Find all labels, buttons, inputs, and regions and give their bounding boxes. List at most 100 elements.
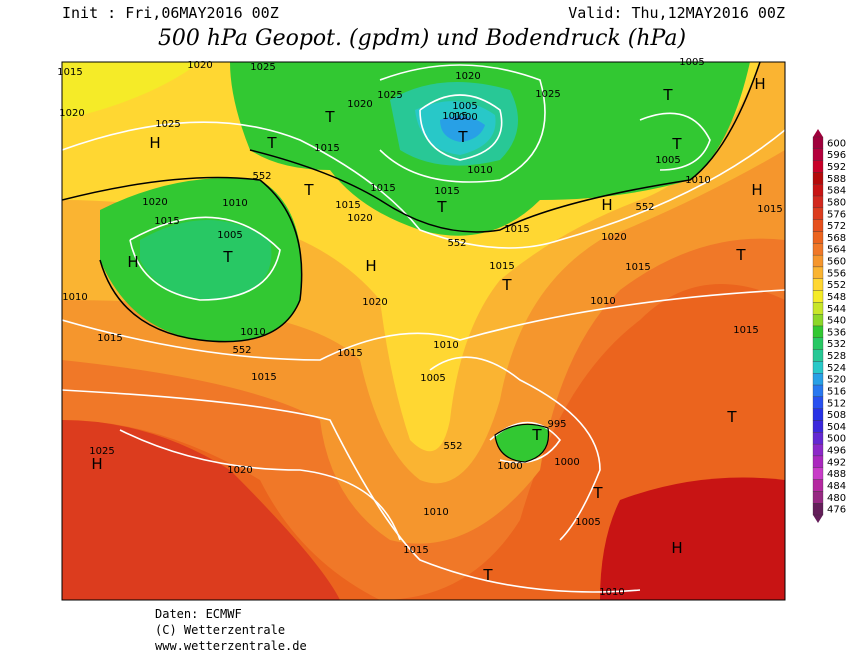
colorbar-label: 592 [827, 162, 846, 173]
isobar-label: 1015 [314, 143, 339, 154]
colorbar-swatch [812, 503, 824, 516]
pressure-center: T [266, 134, 277, 152]
isobar-label: 1000 [497, 461, 522, 472]
isobar-label: 552 [635, 202, 654, 213]
colorbar-label: 600 [827, 138, 846, 149]
isobar-label: 1015 [335, 200, 360, 211]
colorbar-label: 544 [827, 304, 846, 315]
colorbar-swatch [812, 278, 824, 291]
colorbar-swatch [812, 314, 824, 327]
colorbar-label: 508 [827, 410, 846, 421]
colorbar-swatch [812, 254, 824, 268]
isobar-label: 1010 [62, 292, 87, 303]
isobar-label: 1010 [599, 587, 624, 598]
isobar-label: 1020 [347, 99, 372, 110]
isobar-label: 1025 [535, 89, 560, 100]
colorbar-swatch [812, 325, 824, 338]
colorbar-end [813, 515, 823, 523]
colorbar-swatch [812, 432, 824, 445]
isobar-label: 1020 [187, 60, 212, 71]
pressure-center: H [91, 455, 102, 473]
title: 500 hPa Geopot. (gpdm) und Bodendruck (h… [158, 26, 686, 51]
colorbar-swatch [812, 349, 824, 362]
isobar-label: 1020 [59, 108, 84, 119]
colorbar-label: 476 [827, 505, 846, 516]
isobar-label: 1025 [89, 446, 114, 457]
isobar-label: 552 [252, 171, 271, 182]
isobar-label: 552 [443, 441, 462, 452]
colorbar-swatch [812, 266, 824, 279]
colorbar-end [813, 129, 823, 137]
colorbar-swatch [812, 207, 824, 220]
colorbar-swatch [812, 302, 824, 315]
isobar-label: 1020 [227, 465, 252, 476]
pressure-center: T [735, 246, 746, 264]
isobar-label: 1010 [467, 165, 492, 176]
pressure-center: H [149, 134, 160, 152]
pressure-center: T [457, 128, 468, 146]
isobar-label: 552 [447, 238, 466, 249]
colorbar-label: 484 [827, 481, 846, 492]
colorbar-label: 496 [827, 446, 846, 457]
colorbar-swatch [812, 148, 824, 161]
isobar-label: 1010 [433, 340, 458, 351]
valid-time: Valid: Thu,12MAY2016 00Z [568, 4, 785, 22]
colorbar-swatch [812, 290, 824, 303]
colorbar-swatch [812, 479, 824, 492]
isobar-label: 1025 [155, 119, 180, 130]
pressure-center: T [531, 426, 542, 444]
pressure-center: H [127, 253, 138, 271]
footer-source: Daten: ECMWF [155, 607, 242, 621]
colorbar-label: 568 [827, 233, 846, 244]
colorbar-label: 488 [827, 469, 846, 480]
colorbar-swatch [812, 420, 824, 433]
isobar-label: 1005 [452, 101, 477, 112]
isobar-label: 1015 [154, 216, 179, 227]
colorbar-swatch [812, 384, 824, 398]
colorbar-label: 588 [827, 174, 846, 185]
colorbar-swatch [812, 231, 824, 244]
isobar-label: 1020 [455, 71, 480, 82]
colorbar-label: 500 [827, 434, 846, 445]
colorbar-label: 548 [827, 292, 846, 303]
isobar-label: 1000 [452, 112, 477, 123]
colorbar-label: 524 [827, 363, 846, 374]
isobar-label: 1015 [504, 224, 529, 235]
colorbar-label: 516 [827, 386, 846, 397]
isobar-label: 1015 [434, 186, 459, 197]
pressure-center: H [601, 196, 612, 214]
colorbar-label: 492 [827, 457, 846, 468]
colorbar-label: 580 [827, 197, 846, 208]
pressure-center: T [222, 248, 233, 266]
isobar-label: 1015 [370, 183, 395, 194]
isobar-label: 1010 [240, 327, 265, 338]
pressure-center: H [671, 539, 682, 557]
pressure-center: T [671, 135, 682, 153]
colorbar-swatch [812, 172, 824, 185]
colorbar-swatch [812, 195, 824, 209]
isobar-label: 1005 [655, 155, 680, 166]
isobar-label: 1015 [403, 545, 428, 556]
pressure-center: H [754, 75, 765, 93]
pressure-center: H [751, 181, 762, 199]
isobar-label: 1005 [217, 230, 242, 241]
isobar-label: 1020 [142, 197, 167, 208]
isobar-label: 1015 [489, 261, 514, 272]
isobar-label: 1010 [685, 175, 710, 186]
isobar-label: 552 [232, 345, 251, 356]
isobar-label: 1015 [442, 111, 467, 122]
colorbar-label: 532 [827, 339, 846, 350]
isobar-label: 1020 [601, 232, 626, 243]
colorbar-swatch [812, 361, 824, 374]
colorbar-swatch [812, 337, 824, 350]
colorbar-swatch [812, 455, 824, 468]
isobar-label: 1005 [575, 517, 600, 528]
colorbar-swatch [812, 184, 824, 197]
colorbar-label: 564 [827, 245, 846, 256]
colorbar-label: 520 [827, 375, 846, 386]
pressure-center: T [592, 484, 603, 502]
pressure-center: T [303, 181, 314, 199]
init-time: Init : Fri,06MAY2016 00Z [62, 4, 279, 22]
isobar-label: 1000 [554, 457, 579, 468]
